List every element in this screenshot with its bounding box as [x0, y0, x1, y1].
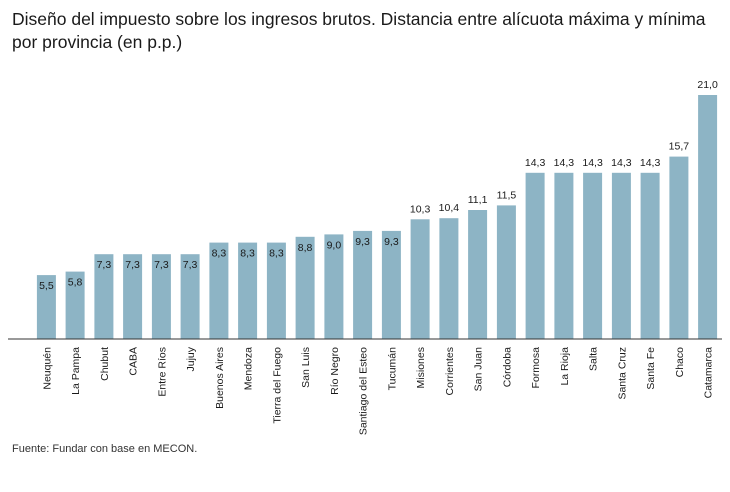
category-label-6: Buenos Aires — [214, 347, 226, 409]
data-label-17: 14,3 — [525, 157, 546, 169]
category-label-14: Corrientes — [444, 347, 456, 395]
data-label-12: 9,3 — [384, 236, 399, 248]
category-label-21: Santa Fe — [645, 347, 657, 390]
category-label-8: Tierra del Fuego — [271, 347, 283, 424]
data-label-20: 14,3 — [611, 157, 632, 169]
bar-11 — [353, 230, 373, 339]
bar-3 — [123, 254, 143, 339]
data-label-11: 9,3 — [355, 236, 370, 248]
data-label-15: 11,1 — [468, 194, 488, 206]
chart-title: Diseño del impuesto sobre los ingresos b… — [12, 9, 706, 52]
category-label-7: Mendoza — [243, 347, 255, 390]
bar-21 — [640, 172, 660, 339]
bar-2 — [94, 254, 114, 339]
data-label-23: 21,0 — [697, 79, 718, 91]
bar-7 — [238, 242, 258, 339]
data-label-2: 7,3 — [97, 259, 112, 271]
category-label-10: Río Negro — [329, 347, 341, 395]
data-label-8: 8,3 — [269, 248, 284, 260]
data-label-3: 7,3 — [125, 259, 140, 271]
category-label-12: Tucumán — [386, 347, 398, 391]
bar-9 — [295, 236, 315, 339]
bar-12 — [381, 230, 401, 339]
data-label-9: 8,8 — [298, 242, 313, 254]
data-label-19: 14,3 — [582, 157, 603, 169]
data-label-4: 7,3 — [154, 259, 169, 271]
data-label-22: 15,7 — [669, 141, 690, 153]
data-label-1: 5,8 — [68, 277, 83, 289]
category-label-9: San Luis — [300, 347, 312, 388]
category-label-11: Santiago del Esteo — [358, 347, 370, 435]
category-label-20: Santa Cruz — [616, 347, 628, 400]
bar-18 — [554, 172, 574, 339]
category-label-2: Chubut — [99, 347, 111, 381]
bar-19 — [583, 172, 603, 339]
bar-16 — [496, 205, 516, 339]
bar-14 — [439, 218, 459, 339]
bar-4 — [151, 254, 171, 339]
bar-23 — [698, 95, 718, 339]
category-label-16: Córdoba — [501, 347, 513, 387]
bar-13 — [410, 219, 430, 339]
bar-1 — [65, 271, 85, 339]
bar-8 — [266, 242, 286, 339]
source-note: Fuente: Fundar con base en MECON. — [12, 443, 198, 455]
category-label-19: Salta — [588, 347, 600, 371]
data-label-10: 9,0 — [327, 239, 342, 251]
bar-5 — [180, 254, 200, 339]
bar-10 — [324, 234, 344, 339]
data-label-5: 7,3 — [183, 259, 198, 271]
category-label-22: Chaco — [674, 347, 686, 378]
category-label-17: Formosa — [530, 347, 542, 389]
bar-15 — [468, 210, 488, 339]
data-label-0: 5,5 — [39, 280, 54, 292]
category-label-5: Jujuy — [185, 346, 197, 371]
bar-20 — [611, 172, 631, 339]
data-label-18: 14,3 — [554, 157, 575, 169]
category-label-3: CABA — [128, 347, 140, 376]
category-label-18: La Rioja — [559, 347, 571, 386]
bar-22 — [669, 156, 689, 339]
data-label-16: 11,5 — [497, 189, 517, 201]
category-label-15: San Juan — [473, 347, 485, 392]
data-label-13: 10,3 — [410, 203, 431, 215]
bar-6 — [209, 242, 229, 339]
category-label-4: Entre Ríos — [156, 347, 168, 397]
data-label-6: 8,3 — [212, 248, 227, 260]
data-label-21: 14,3 — [640, 157, 661, 169]
bar-0 — [36, 275, 56, 339]
category-label-13: Misiones — [415, 347, 427, 388]
data-label-7: 8,3 — [240, 248, 255, 260]
data-label-14: 10,4 — [439, 202, 460, 214]
category-label-0: Neuquén — [41, 347, 53, 390]
bar-17 — [525, 172, 545, 339]
category-label-23: Catamarca — [703, 347, 715, 399]
category-label-1: La Pampa — [70, 347, 82, 395]
